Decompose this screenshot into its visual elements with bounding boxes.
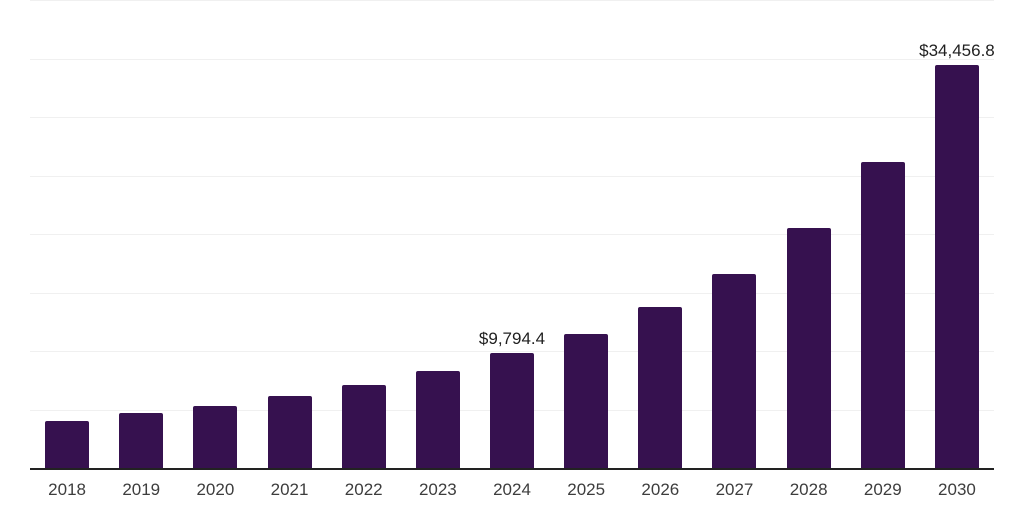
bar-2021 <box>267 395 312 468</box>
gridline <box>30 351 994 352</box>
x-axis-tick-label: 2029 <box>863 480 902 499</box>
x-axis-tick-label: 2020 <box>196 480 235 499</box>
bar-slot <box>104 0 178 468</box>
bar-value-label: $9,794.4 <box>478 329 546 349</box>
bar-slot <box>697 0 771 468</box>
x-axis-tick-label: 2022 <box>344 480 383 499</box>
bar-slot <box>401 0 475 468</box>
x-axis-tick-label: 2019 <box>122 480 161 499</box>
x-axis-tick-label: 2025 <box>567 480 606 499</box>
bar-slot <box>772 0 846 468</box>
bar-slot <box>549 0 623 468</box>
bar-2026 <box>638 306 683 468</box>
bar-slot <box>846 0 920 468</box>
bar-2028 <box>786 228 831 468</box>
bar-2018 <box>45 420 90 468</box>
plot-area: $9,794.4 $34,456.8 <box>30 0 995 470</box>
gridline <box>30 117 994 118</box>
bar-value-label: $34,456.8 <box>919 40 995 60</box>
bar-2025 <box>564 333 609 468</box>
bar-2029 <box>860 162 905 468</box>
x-axis-labels: 2018 2019 2020 2021 2022 2023 2024 2025 2026 2027… <box>30 479 994 501</box>
x-axis-tick-label: 2018 <box>48 480 86 499</box>
bar-2024 <box>490 353 535 468</box>
bar-2027 <box>712 273 757 468</box>
bar-2019 <box>119 412 164 468</box>
x-axis-tick-label: 2024 <box>493 480 531 499</box>
bar-slot <box>30 0 104 468</box>
x-axis-tick-label: 2021 <box>270 480 309 499</box>
gridline <box>30 292 994 294</box>
bar-slot <box>327 0 401 468</box>
bar-slot <box>623 0 697 468</box>
bar-slot <box>252 0 326 468</box>
x-axis-tick-label: 2023 <box>418 480 457 499</box>
bar-2023 <box>415 370 460 468</box>
gridline <box>30 58 994 60</box>
x-axis-tick-label: 2030 <box>938 480 976 499</box>
x-axis-tick-label: 2028 <box>789 480 828 499</box>
bar-slot: $9,794.4 <box>475 0 549 468</box>
bar-2022 <box>341 384 386 468</box>
gridline <box>30 0 994 1</box>
bar-2030 <box>934 64 979 468</box>
gridline <box>30 234 994 235</box>
bar-slot: $34,456.8 <box>919 0 995 468</box>
bar-slot <box>178 0 252 468</box>
gridline <box>30 175 994 177</box>
bars-container: $9,794.4 $34,456.8 <box>30 0 995 468</box>
bar-2020 <box>193 405 238 468</box>
x-axis-tick-label: 2026 <box>641 480 680 499</box>
x-axis-line <box>30 468 994 470</box>
x-axis-tick-label: 2027 <box>715 480 754 499</box>
